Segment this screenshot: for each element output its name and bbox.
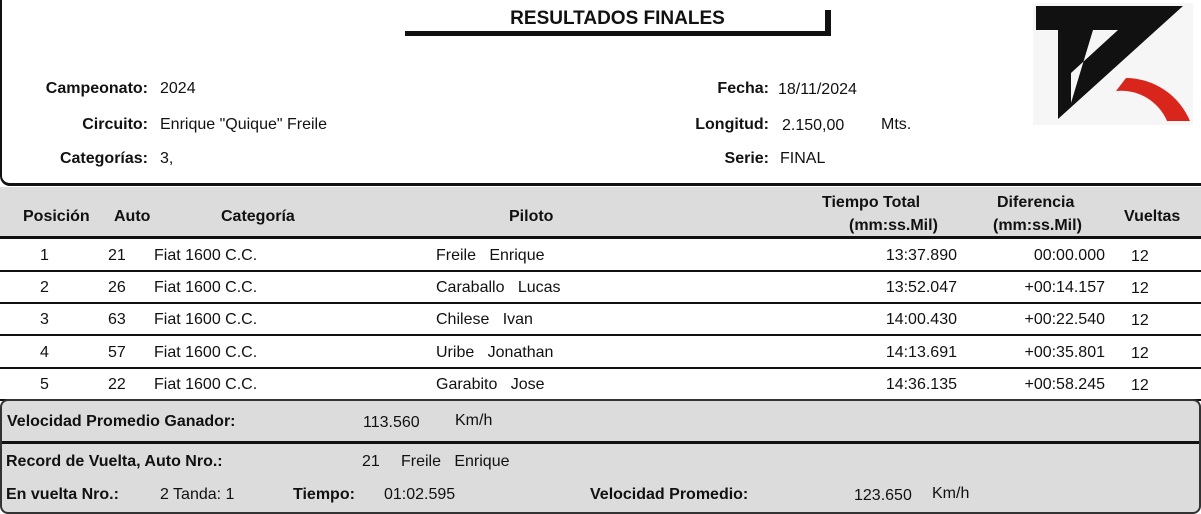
col-tiempo-unit: (mm:ss.Mil) bbox=[849, 217, 938, 234]
cell-auto: 26 bbox=[108, 279, 126, 297]
cell-categoria: Fiat 1600 C.C. bbox=[154, 311, 258, 329]
cell-vueltas: 12 bbox=[1131, 280, 1149, 298]
logo bbox=[1033, 3, 1193, 125]
cell-posicion: 2 bbox=[40, 279, 49, 297]
summary-box: Velocidad Promedio Ganador: 113.560 Km/h… bbox=[0, 399, 1201, 514]
record-label: Record de Vuelta, Auto Nro.: bbox=[6, 453, 223, 470]
cell-piloto: Freile Enrique bbox=[436, 247, 545, 264]
cell-tiempo: 13:37.890 bbox=[885, 247, 957, 264]
cell-diferencia: +00:14.157 bbox=[1024, 279, 1105, 297]
cell-vueltas: 12 bbox=[1131, 376, 1149, 394]
cell-diferencia: +00:58.245 bbox=[1024, 375, 1105, 393]
serie-label: Serie: bbox=[724, 150, 769, 167]
campeonato-label: Campeonato: bbox=[45, 80, 148, 97]
table-header: Posición Auto Categoría Piloto Tiempo To… bbox=[0, 187, 1201, 239]
vel-ganador-unit: Km/h bbox=[455, 412, 493, 429]
cell-vueltas: 12 bbox=[1131, 344, 1149, 362]
cell-vueltas: 12 bbox=[1131, 312, 1149, 330]
table-row: 3 63 Fiat 1600 C.C. Chilese Ivan 14:00.430 +0… bbox=[0, 304, 1201, 337]
cell-auto: 63 bbox=[108, 311, 126, 329]
record-auto: 21 bbox=[362, 453, 380, 470]
vuelta-label: En vuelta Nro.: bbox=[6, 486, 119, 503]
tiempo-value: 01:02.595 bbox=[384, 486, 456, 503]
cell-vueltas: 12 bbox=[1131, 248, 1149, 265]
serie-value: FINAL bbox=[780, 150, 826, 167]
cell-piloto: Garabito Jose bbox=[436, 375, 545, 393]
vel-prom-unit: Km/h bbox=[932, 485, 970, 502]
vel-prom-label: Velocidad Promedio: bbox=[590, 486, 749, 503]
cell-categoria: Fiat 1600 C.C. bbox=[154, 247, 258, 264]
fecha-value: 18/11/2024 bbox=[778, 81, 857, 98]
cell-tiempo: 13:52.047 bbox=[885, 279, 957, 297]
cell-auto: 22 bbox=[108, 375, 126, 393]
cell-piloto: Uribe Jonathan bbox=[436, 343, 554, 361]
cell-categoria: Fiat 1600 C.C. bbox=[154, 375, 258, 393]
cell-tiempo: 14:13.691 bbox=[885, 343, 957, 361]
title-underline bbox=[405, 31, 831, 36]
col-tiempo: Tiempo Total bbox=[822, 194, 921, 211]
fecha-label: Fecha: bbox=[717, 80, 769, 97]
campeonato-value: 2024 bbox=[160, 80, 196, 97]
record-piloto: Freile Enrique bbox=[401, 453, 510, 470]
categorias-value: 3, bbox=[160, 150, 174, 167]
cell-diferencia: +00:35.801 bbox=[1024, 343, 1105, 361]
table-row: 2 26 Fiat 1600 C.C. Caraballo Lucas 13:52.04… bbox=[0, 272, 1201, 305]
vel-prom-value: 123.650 bbox=[854, 487, 912, 504]
longitud-unit: Mts. bbox=[881, 116, 912, 133]
vel-ganador-label: Velocidad Promedio Ganador: bbox=[7, 413, 236, 430]
cell-piloto: Chilese Ivan bbox=[436, 311, 533, 329]
cell-posicion: 1 bbox=[40, 247, 49, 264]
cell-tiempo: 14:36.135 bbox=[885, 375, 957, 393]
cell-posicion: 5 bbox=[40, 375, 49, 393]
vuelta-value: 2 Tanda: 1 bbox=[160, 486, 235, 503]
col-vueltas: Vueltas bbox=[1124, 208, 1181, 225]
cell-diferencia: 00:00.000 bbox=[1033, 247, 1105, 264]
cell-piloto: Caraballo Lucas bbox=[436, 279, 561, 297]
cell-categoria: Fiat 1600 C.C. bbox=[154, 343, 258, 361]
summary-divider bbox=[2, 441, 1199, 444]
cell-posicion: 3 bbox=[40, 311, 49, 329]
col-piloto: Piloto bbox=[509, 208, 554, 225]
longitud-value: 2.150,00 bbox=[782, 117, 845, 134]
col-diferencia: Diferencia bbox=[997, 194, 1075, 211]
col-diferencia-unit: (mm:ss.Mil) bbox=[993, 217, 1082, 234]
cell-auto: 21 bbox=[108, 247, 126, 264]
categorias-label: Categorías: bbox=[59, 150, 148, 167]
table-row: 4 57 Fiat 1600 C.C. Uribe Jonathan 14:13.691… bbox=[0, 337, 1201, 369]
table-row: 1 21 Fiat 1600 C.C. Freile Enrique 13:37.890… bbox=[0, 240, 1201, 272]
cell-auto: 57 bbox=[108, 343, 126, 361]
col-auto: Auto bbox=[114, 208, 151, 225]
col-categoria: Categoría bbox=[221, 208, 295, 225]
page-title: RESULTADOS FINALES bbox=[510, 8, 725, 29]
cell-posicion: 4 bbox=[40, 343, 49, 361]
header-box bbox=[0, 0, 1201, 186]
table-row: 5 22 Fiat 1600 C.C. Garabito Jose 14:36.135 +… bbox=[0, 369, 1201, 401]
longitud-label: Longitud: bbox=[695, 116, 769, 133]
circuito-value: Enrique "Quique" Freile bbox=[160, 116, 327, 133]
tiempo-label: Tiempo: bbox=[293, 486, 355, 503]
cell-tiempo: 14:00.430 bbox=[885, 311, 957, 329]
title-bracket bbox=[825, 10, 831, 36]
col-posicion: Posición bbox=[23, 208, 90, 225]
circuito-label: Circuito: bbox=[82, 116, 148, 133]
vel-ganador-value: 113.560 bbox=[363, 414, 420, 431]
cell-categoria: Fiat 1600 C.C. bbox=[154, 279, 258, 297]
cell-diferencia: +00:22.540 bbox=[1024, 311, 1105, 329]
